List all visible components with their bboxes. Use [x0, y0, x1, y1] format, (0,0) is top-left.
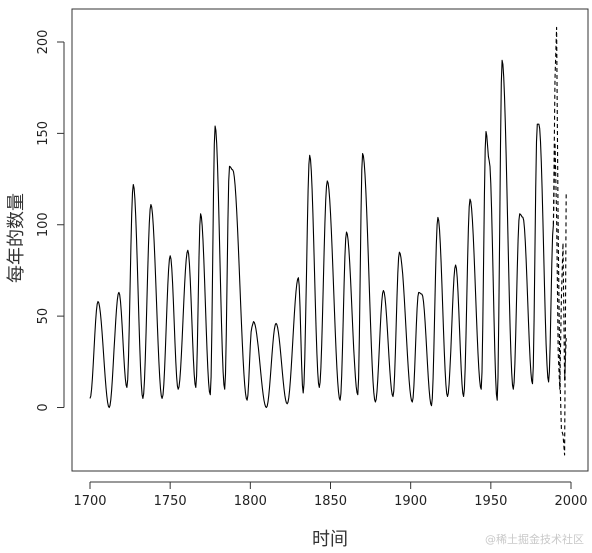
series-layer [89, 26, 567, 456]
x-tick-label: 1700 [73, 494, 106, 509]
x-tick-label: 2000 [554, 494, 587, 509]
y-tick-label: 150 [36, 121, 51, 146]
series-line-1 [89, 59, 554, 409]
y-tick-label: 0 [36, 403, 51, 411]
watermark: @稀土掘金技术社区 [485, 533, 584, 546]
x-tick-label: 1850 [314, 494, 347, 509]
y-tick-label: 50 [36, 308, 51, 325]
x-tick-label: 1800 [234, 494, 267, 509]
y-axis-title: 每年的数量 [6, 193, 27, 283]
x-tick-label: 1900 [394, 494, 427, 509]
x-tick-label: 1950 [474, 494, 507, 509]
y-axis: 0 50 100 150 200 [36, 30, 65, 412]
plot-frame [71, 8, 589, 472]
series-line-3 [552, 141, 567, 390]
x-axis-title: 时间 [312, 529, 348, 550]
x-axis: 1700 1750 1800 1850 1900 1950 2000 [73, 481, 588, 509]
y-tick-label: 100 [36, 212, 51, 237]
y-tick-label: 200 [36, 30, 51, 55]
series-line-2 [552, 26, 567, 456]
x-tick-label: 1750 [154, 494, 187, 509]
